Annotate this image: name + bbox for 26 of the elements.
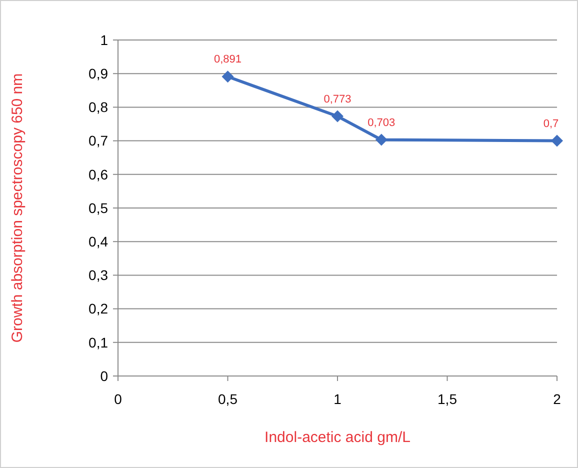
x-tick-label: 1 bbox=[334, 391, 342, 407]
point bbox=[551, 134, 563, 147]
x-tick-label: 0 bbox=[114, 391, 122, 407]
y-tick-label: 0,3 bbox=[88, 267, 108, 284]
x-tick-label: 0,5 bbox=[218, 391, 238, 407]
y-tick-label: 0,6 bbox=[88, 166, 108, 182]
y-tick-label: 0 bbox=[100, 368, 108, 384]
data-label: 0,891 bbox=[214, 54, 242, 66]
x-tick-label: 1,5 bbox=[438, 391, 458, 407]
y-tick-label: 0,8 bbox=[88, 99, 108, 116]
data-label: 0,773 bbox=[324, 93, 352, 106]
y-tick-label: 1 bbox=[100, 32, 108, 48]
point bbox=[332, 110, 344, 122]
y-tick-label: 0,7 bbox=[88, 132, 108, 149]
point bbox=[222, 70, 234, 83]
x-axis-title: Indol-acetic acid gm/L bbox=[264, 429, 410, 446]
y-tick-label: 0,4 bbox=[88, 234, 108, 250]
y-tick-label: 0,1 bbox=[88, 334, 108, 350]
data-label: 0,703 bbox=[368, 116, 396, 129]
y-axis-title: Growth absorption spectroscopy 650 nm bbox=[9, 73, 26, 343]
x-tick-label: 2 bbox=[553, 391, 562, 407]
data-label: 0,7 bbox=[543, 118, 559, 130]
y-tick-label: 0,5 bbox=[88, 200, 108, 216]
point bbox=[375, 134, 388, 146]
y-tick-label: 0,2 bbox=[88, 300, 108, 317]
y-tick-label: 0,9 bbox=[88, 66, 108, 82]
